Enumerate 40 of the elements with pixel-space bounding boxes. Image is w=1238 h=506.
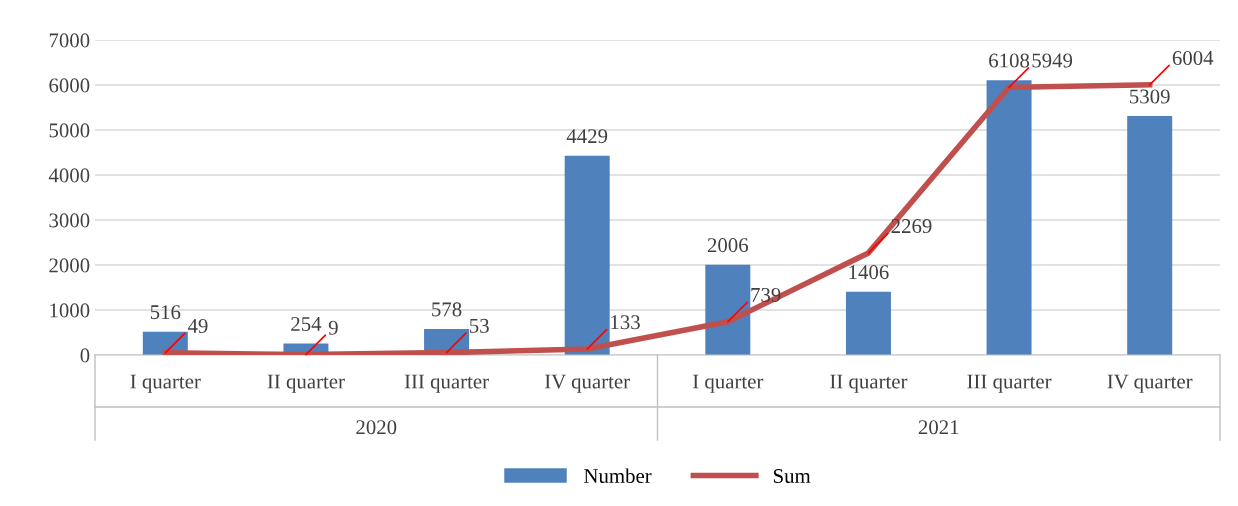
y-tick-label: 4000 bbox=[48, 168, 90, 183]
bar bbox=[705, 264, 751, 355]
legend-label: Number bbox=[584, 468, 652, 484]
x-tick-label: IV quarter bbox=[545, 374, 630, 393]
bar bbox=[845, 291, 891, 355]
data-label: 739 bbox=[751, 287, 781, 302]
text: 2020 bbox=[356, 420, 397, 435]
y-tick-label: 3000 bbox=[49, 213, 90, 228]
data-label: 578 bbox=[432, 302, 462, 317]
data-label: 5949 bbox=[1032, 53, 1073, 68]
data-label: 6004 bbox=[1172, 50, 1214, 66]
x-tick-label: II quarter bbox=[830, 374, 908, 393]
x-tick-label: I quarter bbox=[693, 374, 764, 393]
data-label: 516 bbox=[150, 305, 181, 320]
bar bbox=[986, 80, 1032, 355]
x-tick-label: III quarter bbox=[404, 374, 489, 393]
data-label: 133 bbox=[611, 315, 640, 330]
bar bbox=[1127, 116, 1173, 355]
y-tick-label: 5000 bbox=[49, 123, 90, 138]
x-tick-label: I quarter bbox=[130, 374, 201, 393]
data-label: 254 bbox=[291, 317, 322, 331]
x-tick-label: II quarter bbox=[267, 374, 345, 393]
data-label: 4429 bbox=[566, 129, 608, 144]
data-label: 2006 bbox=[707, 238, 749, 253]
data-label: 5309 bbox=[1130, 89, 1170, 104]
text: 2021 bbox=[918, 420, 959, 435]
y-tick-label: 6000 bbox=[49, 78, 90, 93]
data-label: 9 bbox=[328, 320, 338, 335]
y-tick-label: 7000 bbox=[49, 33, 90, 48]
data-label: 53 bbox=[470, 318, 489, 333]
data-label: 6108 bbox=[989, 53, 1030, 68]
legend-label: Sum bbox=[773, 469, 811, 484]
y-tick-label: 2000 bbox=[49, 258, 90, 273]
data-label: 49 bbox=[187, 319, 208, 334]
x-tick-label: IV quarter bbox=[1107, 374, 1193, 393]
data-label: 1406 bbox=[849, 265, 889, 280]
x-tick-label: III quarter bbox=[967, 374, 1052, 393]
bar bbox=[564, 155, 610, 355]
y-tick-label: 1000 bbox=[50, 303, 90, 318]
y-tick-label: 0 bbox=[80, 348, 90, 363]
